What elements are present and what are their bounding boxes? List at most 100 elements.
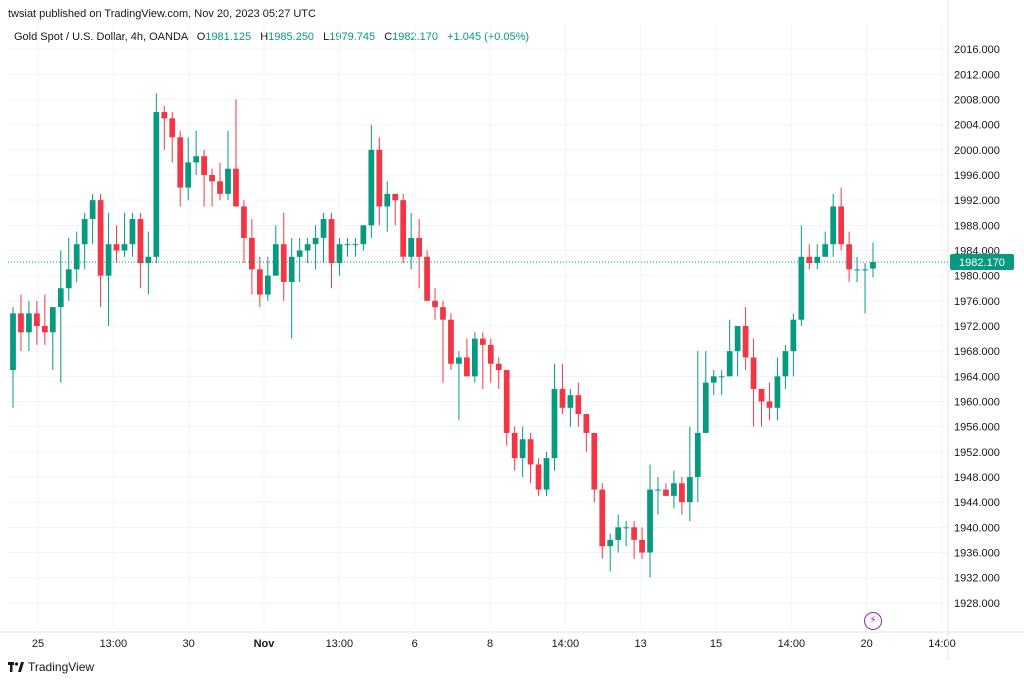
candle-body[interactable] [503, 370, 510, 433]
candle-body[interactable] [543, 458, 550, 490]
candle-body[interactable] [73, 244, 80, 270]
candle-body[interactable] [89, 200, 96, 220]
candle-body[interactable] [424, 256, 430, 301]
candle-body[interactable] [384, 193, 391, 207]
candle-body[interactable] [511, 432, 518, 459]
candle-body[interactable] [264, 275, 271, 295]
candle-body[interactable] [710, 376, 717, 383]
candle-body[interactable] [81, 219, 88, 245]
candle-body[interactable] [296, 250, 303, 257]
candle-body[interactable] [655, 489, 661, 491]
candle-body[interactable] [718, 376, 725, 378]
candle-body[interactable] [583, 414, 590, 433]
candle-body[interactable] [10, 313, 16, 371]
candle-body[interactable] [599, 489, 606, 547]
candle-body[interactable] [686, 477, 693, 503]
candle-body[interactable] [209, 175, 215, 182]
candle-body[interactable] [607, 539, 614, 547]
candle-body[interactable] [97, 200, 104, 276]
candle-body[interactable] [448, 319, 454, 364]
candle-body[interactable] [280, 244, 287, 282]
candle-body[interactable] [256, 269, 263, 295]
candle-body[interactable] [185, 162, 192, 188]
candle-body[interactable] [551, 388, 558, 459]
candle-body[interactable] [360, 225, 367, 245]
candle-body[interactable] [567, 395, 574, 408]
candle-body[interactable] [233, 168, 239, 207]
candle-body[interactable] [702, 382, 709, 433]
candle-body[interactable] [432, 300, 438, 308]
candle-body[interactable] [225, 168, 231, 194]
candle-body[interactable] [671, 483, 677, 496]
candle-body[interactable] [368, 149, 375, 226]
candle-body[interactable] [591, 432, 598, 490]
candle-body[interactable] [479, 338, 486, 345]
candle-body[interactable] [734, 326, 741, 352]
candle-body[interactable] [400, 200, 407, 257]
candle-body[interactable] [336, 244, 343, 264]
candle-body[interactable] [830, 206, 837, 245]
candle-body[interactable] [766, 401, 773, 408]
candle-body[interactable] [392, 193, 399, 201]
candle-body[interactable] [487, 344, 494, 364]
candle-body[interactable] [519, 439, 526, 459]
candle-body[interactable] [241, 206, 247, 238]
candle-body[interactable] [129, 219, 136, 245]
candle-body[interactable] [663, 489, 669, 496]
candle-body[interactable] [822, 244, 829, 257]
candle-body[interactable] [846, 244, 852, 270]
candle-body[interactable] [288, 256, 295, 282]
candle-body[interactable] [535, 464, 542, 490]
candle-body[interactable] [854, 269, 860, 271]
candle-body[interactable] [105, 244, 112, 276]
candle-body[interactable] [742, 326, 749, 358]
candle-body[interactable] [750, 357, 757, 389]
candle-body[interactable] [153, 112, 160, 257]
candle-body[interactable] [113, 244, 120, 251]
candle-body[interactable] [782, 351, 789, 377]
candle-body[interactable] [575, 395, 582, 415]
candle-body[interactable] [416, 237, 422, 257]
candle-body[interactable] [647, 489, 653, 553]
candle-body[interactable] [249, 237, 255, 270]
candle-body[interactable] [623, 527, 630, 529]
candle-body[interactable] [137, 219, 144, 264]
candle-body[interactable] [440, 307, 446, 320]
candle-body[interactable] [201, 156, 207, 175]
candle-body[interactable] [774, 376, 781, 408]
candle-body[interactable] [456, 357, 462, 364]
candle-body[interactable] [615, 527, 622, 540]
candle-body[interactable] [862, 269, 868, 271]
candle-body[interactable] [49, 307, 56, 333]
candle-body[interactable] [527, 439, 534, 465]
candle-body[interactable] [814, 256, 821, 264]
candle-body[interactable] [694, 432, 701, 477]
candle-body[interactable] [169, 118, 176, 138]
candle-body[interactable] [26, 313, 32, 333]
candle-body[interactable] [272, 244, 279, 276]
candle-body[interactable] [376, 149, 383, 207]
candle-body[interactable] [726, 351, 733, 377]
candle-body[interactable] [464, 357, 470, 377]
candle-body[interactable] [320, 219, 327, 238]
candle-body[interactable] [217, 181, 223, 194]
candle-body[interactable] [161, 112, 168, 119]
candle-body[interactable] [41, 326, 48, 333]
candle-body[interactable] [559, 388, 566, 408]
candle-body[interactable] [65, 269, 72, 289]
candle-body[interactable] [121, 244, 128, 251]
candle-body[interactable] [790, 319, 797, 352]
lightning-icon[interactable]: ⚡ [864, 612, 882, 630]
candle-body[interactable] [408, 237, 415, 257]
candle-body[interactable] [758, 388, 765, 402]
candle-body[interactable] [193, 156, 200, 163]
candle-body[interactable] [495, 363, 502, 371]
candle-body[interactable] [18, 313, 24, 333]
candle-body[interactable] [639, 539, 645, 553]
candle-body[interactable] [145, 256, 152, 264]
candle-body[interactable] [344, 244, 351, 246]
candle-body[interactable] [471, 338, 478, 377]
candle-body[interactable] [838, 206, 845, 245]
candle-body[interactable] [57, 288, 64, 308]
